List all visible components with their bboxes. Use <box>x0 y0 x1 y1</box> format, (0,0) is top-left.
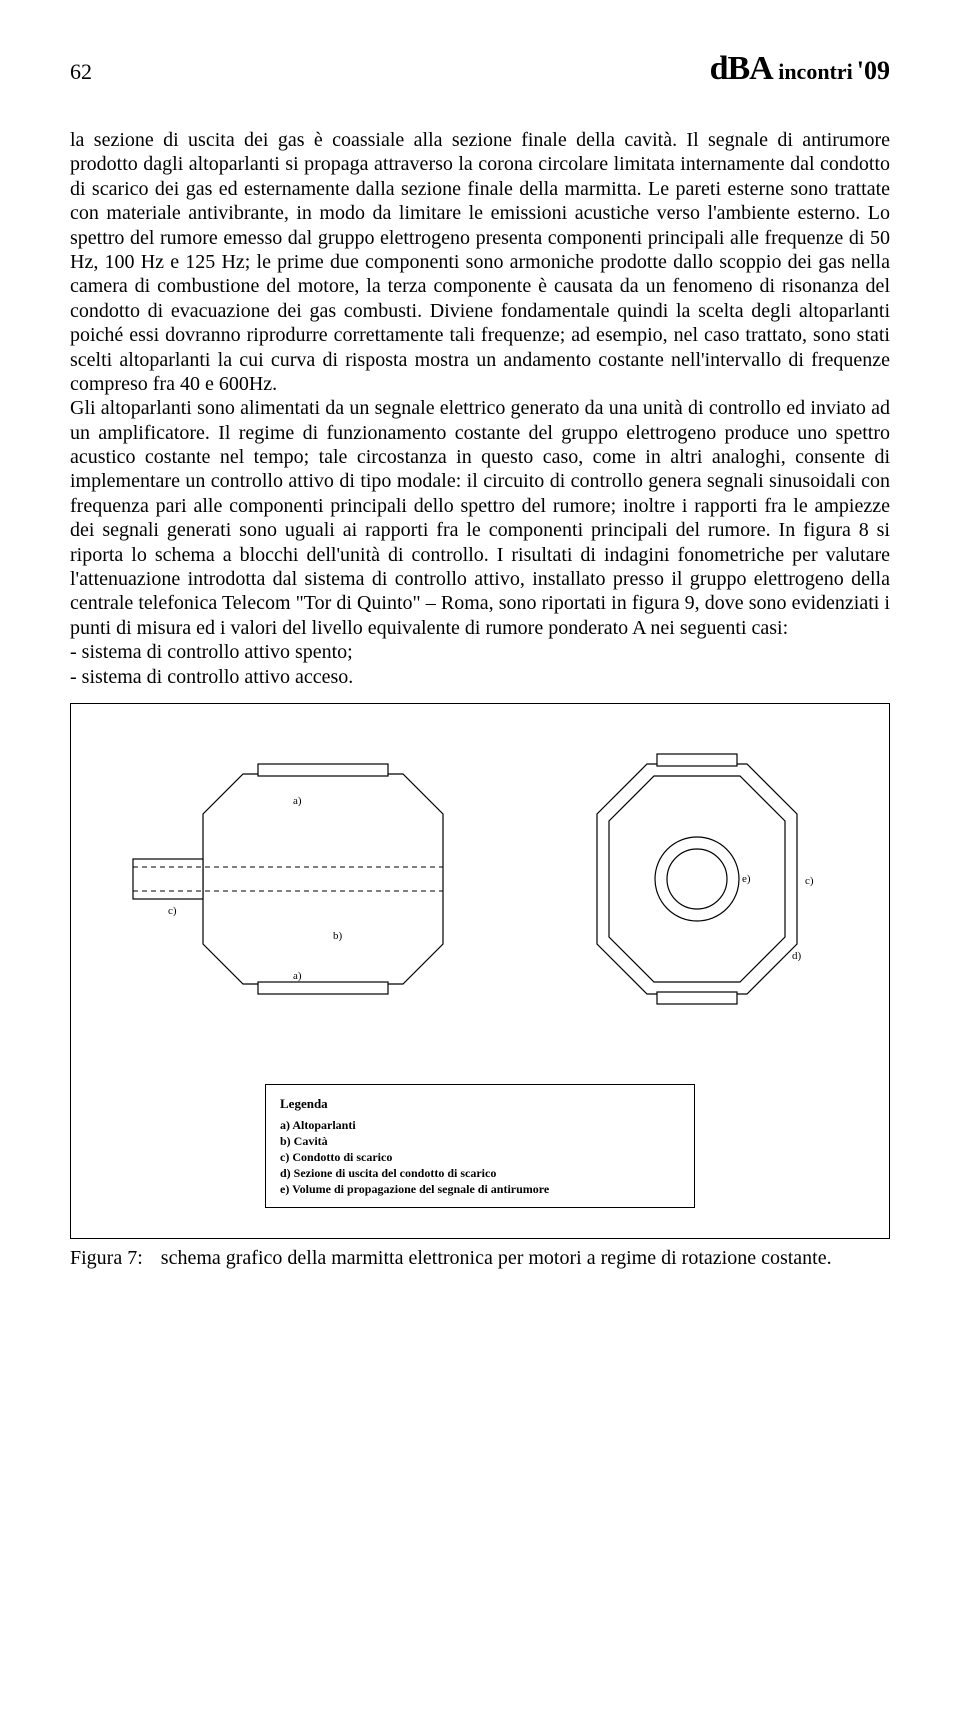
label-a-bottom: a) <box>293 970 302 982</box>
label-a-top: a) <box>293 795 302 807</box>
legend-item: c) Condotto di scarico <box>280 1149 680 1165</box>
caption-text: schema grafico della marmitta elettronic… <box>161 1247 890 1270</box>
logo-incontri: incontri <box>778 59 853 84</box>
figure-7-box: a) a) b) c) e) c) d) <box>70 703 890 1239</box>
figure-caption: Figura 7: schema grafico della marmitta … <box>70 1247 890 1270</box>
label-d: d) <box>792 950 802 962</box>
label-b: b) <box>333 930 343 942</box>
logo-dba: dBA <box>710 50 773 87</box>
legend-item: e) Volume di propagazione del segnale di… <box>280 1181 680 1197</box>
muffler-side-view: a) a) b) c) <box>123 734 493 1024</box>
label-e: e) <box>742 873 751 885</box>
logo-year: '09 <box>857 56 890 85</box>
figure-diagrams: a) a) b) c) e) c) d) <box>91 734 869 1024</box>
legend-item: d) Sezione di uscita del condotto di sca… <box>280 1165 680 1181</box>
journal-logo: dBA incontri'09 <box>710 50 890 88</box>
page-header: 62 dBA incontri'09 <box>70 50 890 88</box>
label-c-front: c) <box>805 875 814 887</box>
legend-title: Legenda <box>280 1095 680 1113</box>
figure-legend: Legenda a) Altoparlanti b) Cavità c) Con… <box>265 1084 695 1208</box>
legend-item: b) Cavità <box>280 1133 680 1149</box>
caption-label: Figura 7: <box>70 1247 161 1270</box>
label-c-side: c) <box>168 905 177 917</box>
legend-item: a) Altoparlanti <box>280 1117 680 1133</box>
body-paragraph: la sezione di uscita dei gas è coassiale… <box>70 128 890 689</box>
muffler-front-view: e) c) d) <box>557 734 837 1024</box>
page-number: 62 <box>70 59 92 85</box>
